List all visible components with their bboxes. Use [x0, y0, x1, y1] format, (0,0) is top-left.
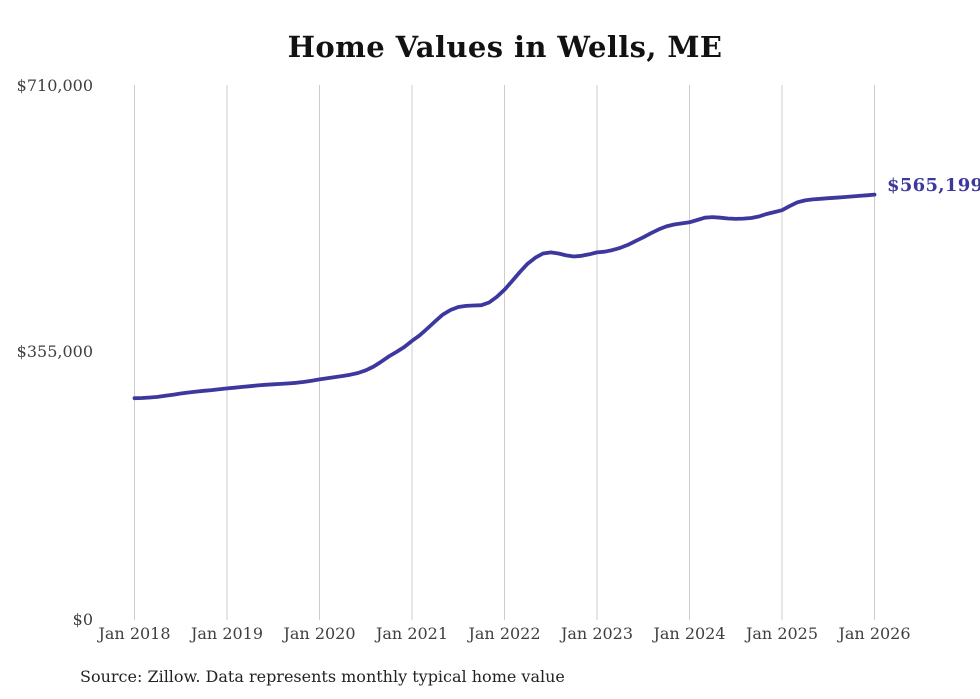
home-value-line — [132, 192, 877, 401]
x-axis-tick-jan-2023: Jan 2023 — [560, 624, 634, 643]
x-axis-tick-jan-2020: Jan 2020 — [283, 624, 356, 643]
x-axis-tick-jan-2021: Jan 2021 — [375, 624, 449, 643]
y-axis-tick-0: $0 — [72, 610, 93, 629]
x-axis-tick-jan-2022: Jan 2022 — [468, 624, 541, 643]
x-axis-tick-jan-2024: Jan 2024 — [653, 624, 726, 643]
latest-value-label: $565,199 — [887, 175, 980, 196]
y-axis-tick-710000: $710,000 — [16, 76, 93, 95]
chart-title: Home Values in Wells, ME — [287, 30, 723, 64]
source-note: Source: Zillow. Data represents monthly … — [80, 667, 565, 686]
y-axis-tick-355000: $355,000 — [16, 342, 93, 361]
x-axis-tick-jan-2018: Jan 2018 — [98, 624, 171, 643]
x-axis-tick-jan-2026: Jan 2026 — [838, 624, 911, 643]
x-axis-tick-jan-2019: Jan 2019 — [190, 624, 264, 643]
x-axis-tick-jan-2025: Jan 2025 — [745, 624, 819, 643]
